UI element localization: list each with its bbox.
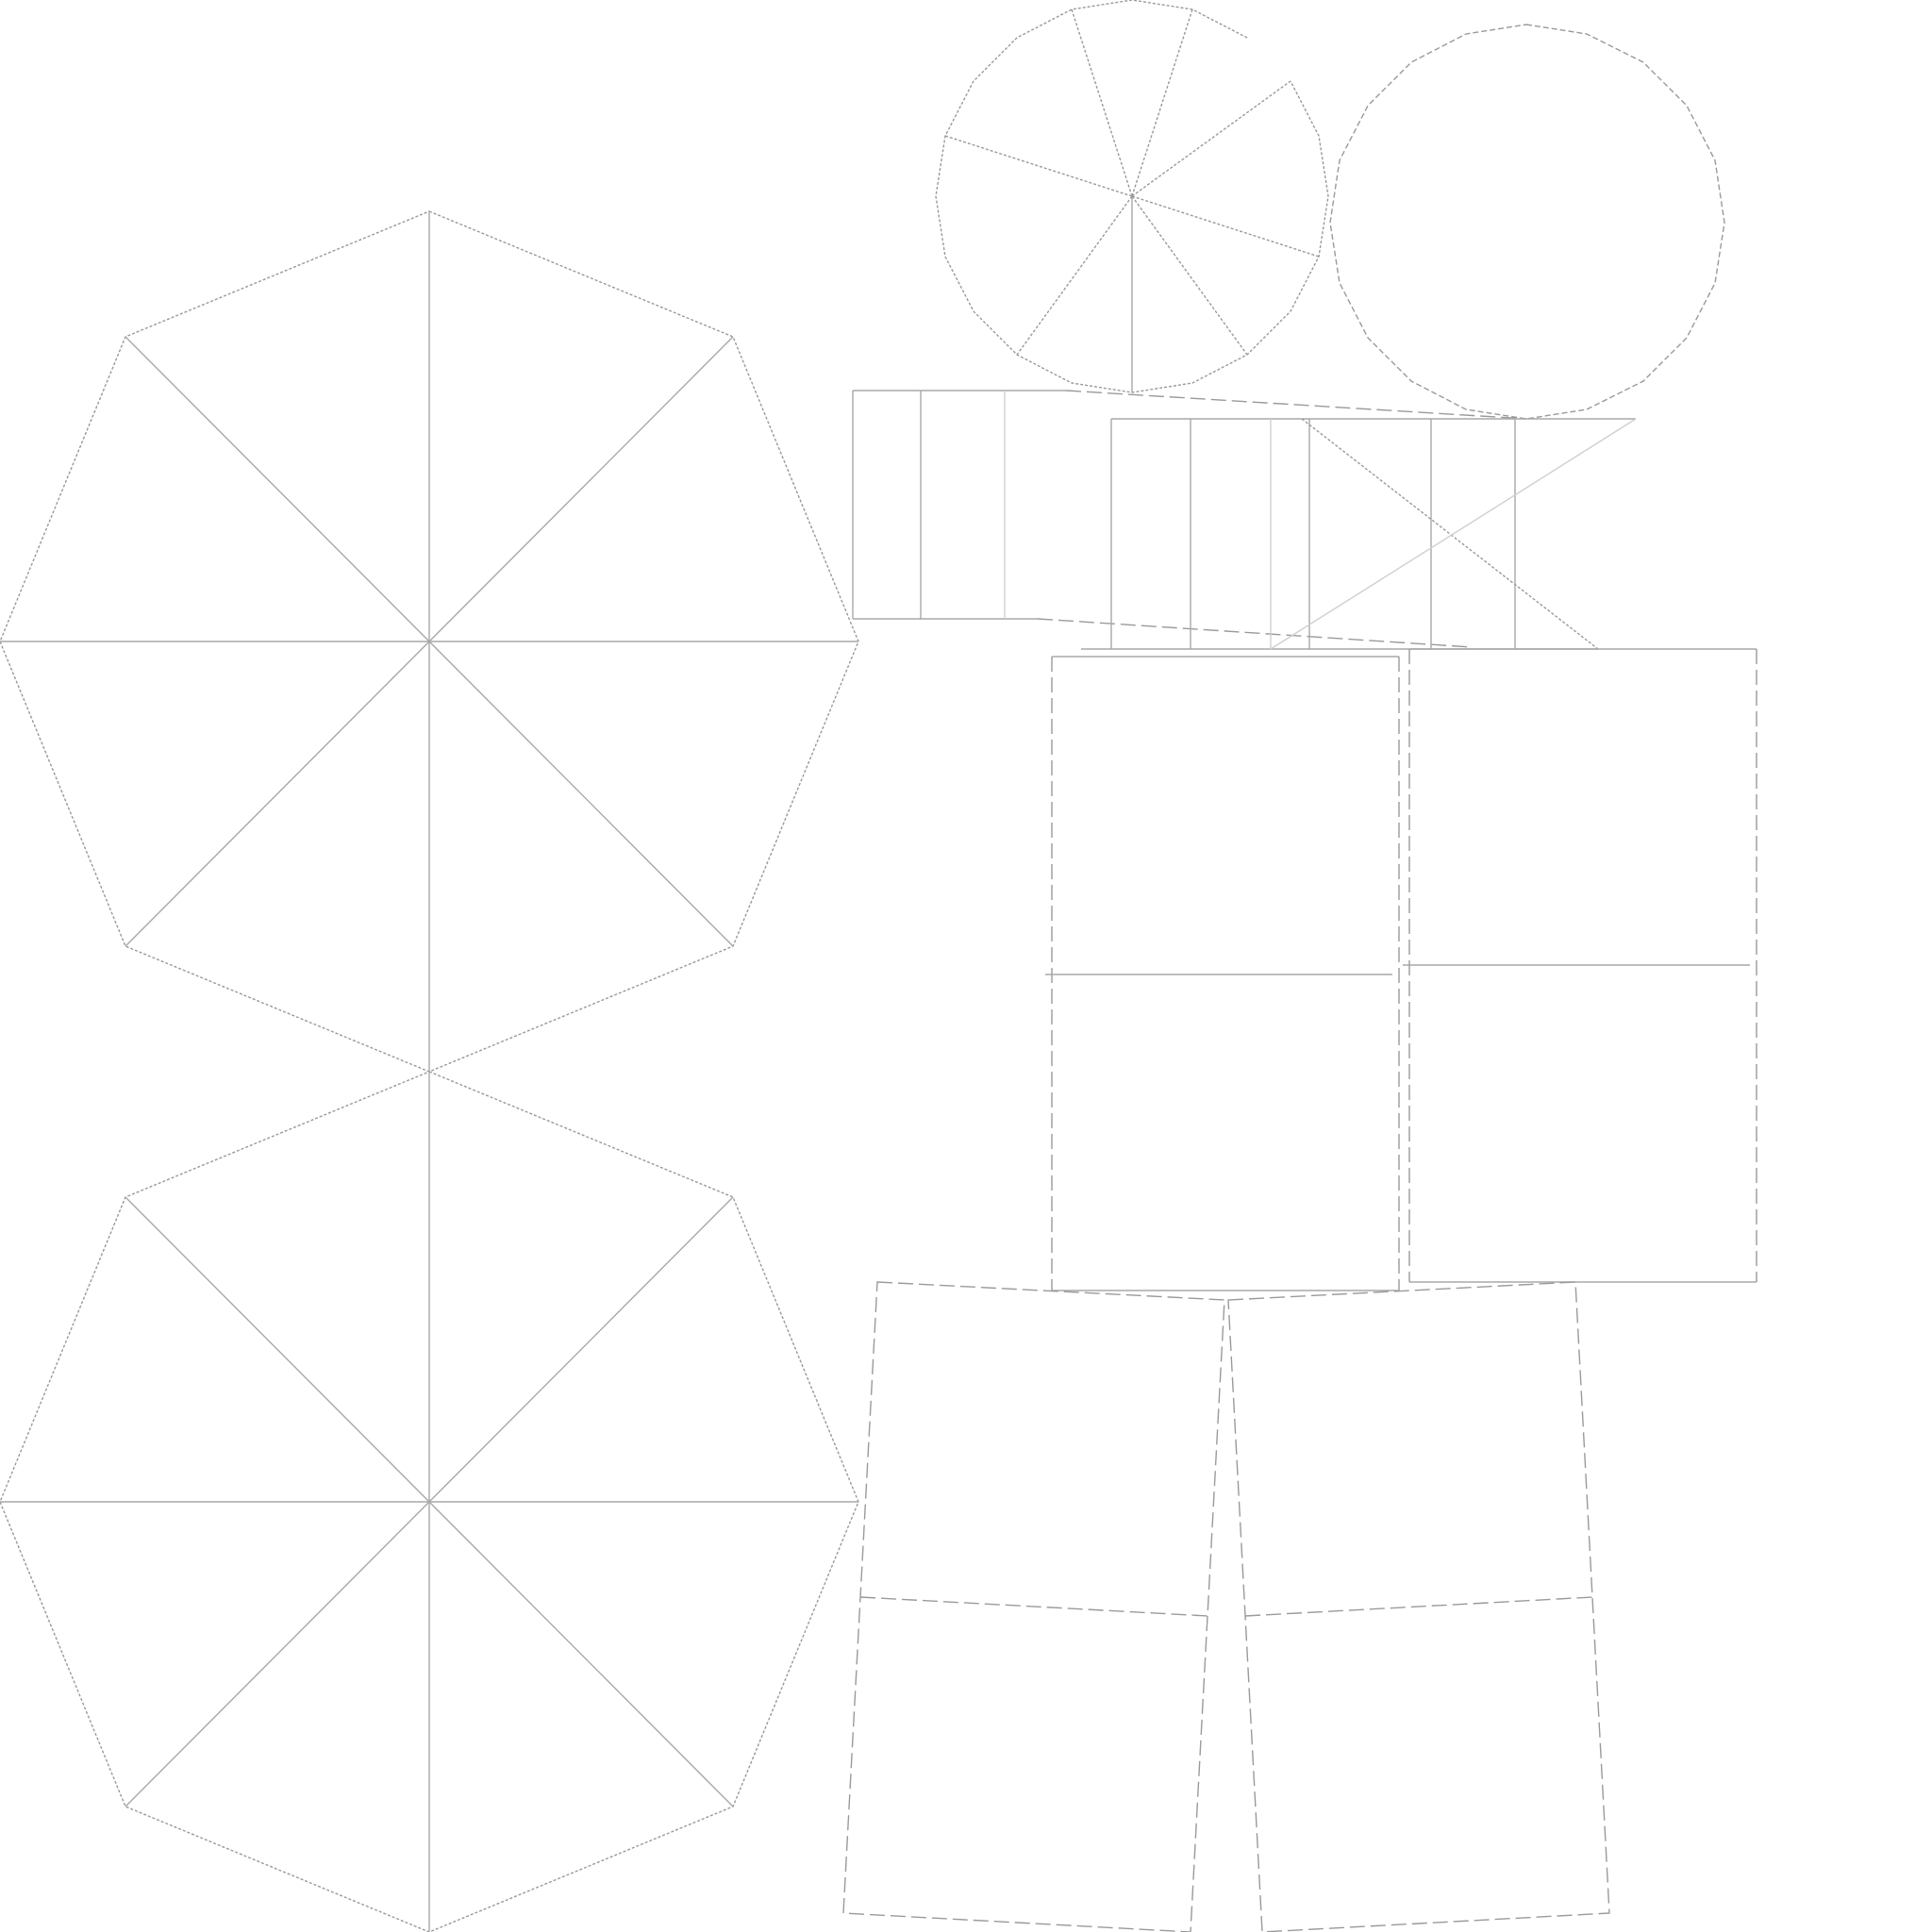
trapezoid-right-outline (1227, 1281, 1610, 1932)
circle-cap-divided-spoke-1 (1071, 8, 1133, 197)
octagon-bottom (0, 1071, 859, 1932)
circle-cap-divided-spoke-5 (1131, 195, 1248, 356)
trapezoid-right-mid (1244, 1596, 1593, 1617)
strip-upper-left (852, 390, 1527, 648)
circle-cap-plain (1329, 24, 1725, 420)
strip-upper-right-cross-2 (1270, 418, 1637, 650)
octagon-top-spoke-d2 (125, 336, 734, 947)
strip-upper-left-taper-bottom (1037, 618, 1473, 648)
trapezoid-left-mid (859, 1596, 1208, 1617)
panel-right (1403, 648, 1757, 1283)
circle-cap-divided-spoke-2 (1131, 8, 1193, 197)
circle-cap-divided-spoke-4 (1131, 195, 1320, 258)
trapezoid-right (1227, 1281, 1610, 1932)
trapezoid-left (842, 1281, 1225, 1932)
circle-cap-divided-spoke-7 (1016, 195, 1133, 356)
strip-upper-right-cross-1 (1301, 418, 1599, 650)
octagon-bottom-outline (0, 1071, 859, 1932)
circle-cap-divided (935, 0, 1329, 393)
circle-cap-divided-outline (935, 0, 1329, 393)
octagon-top (0, 210, 859, 1073)
circle-cap-plain-outline (1329, 24, 1725, 420)
panel-left (1045, 656, 1400, 1291)
octagon-bottom-spoke-d2 (125, 1196, 734, 1807)
circle-cap-divided-spoke-3 (1131, 80, 1291, 197)
trapezoid-left-outline (842, 1281, 1225, 1932)
circle-cap-divided-spoke-8 (944, 135, 1133, 197)
strip-upper-right (1081, 418, 1637, 650)
strip-upper-left-taper-top (1065, 390, 1527, 420)
